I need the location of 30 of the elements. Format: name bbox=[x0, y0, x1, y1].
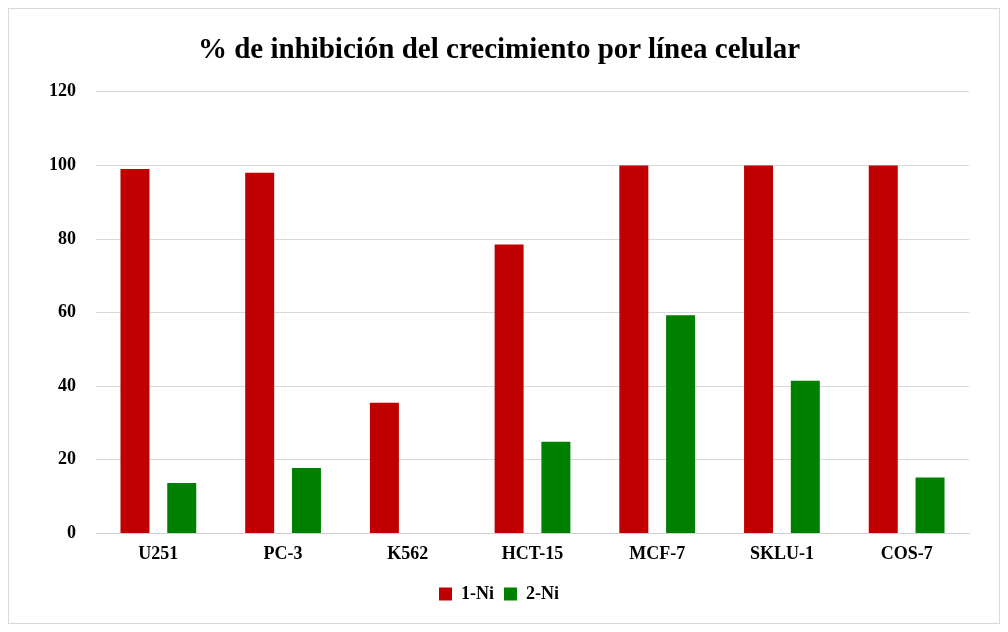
x-tick-label: SKLU-1 bbox=[749, 542, 814, 563]
bar bbox=[167, 482, 197, 533]
bar bbox=[666, 315, 696, 533]
x-tick-label: COS-7 bbox=[880, 542, 933, 563]
bar bbox=[291, 467, 321, 533]
bar bbox=[494, 244, 524, 533]
bar bbox=[120, 169, 150, 533]
y-tick-label: 0 bbox=[67, 522, 76, 543]
legend-label: 2-Ni bbox=[526, 582, 559, 603]
x-tick-label: HCT-15 bbox=[501, 542, 564, 563]
bar bbox=[790, 380, 820, 533]
chart-title: % de inhibición del crecimiento por línea celular bbox=[197, 31, 801, 64]
x-tick-label: PC-3 bbox=[263, 542, 303, 563]
x-tick-label: U251 bbox=[138, 542, 179, 563]
bar bbox=[619, 165, 649, 533]
y-tick-label: 20 bbox=[58, 448, 76, 469]
bar bbox=[915, 477, 945, 533]
y-tick-label: 120 bbox=[49, 80, 76, 101]
bar bbox=[369, 402, 399, 533]
legend-label: 1-Ni bbox=[461, 582, 495, 603]
y-tick-label: 80 bbox=[58, 227, 76, 248]
bar bbox=[541, 441, 571, 533]
y-tick-label: 60 bbox=[58, 301, 76, 322]
bar bbox=[245, 172, 275, 533]
bar bbox=[868, 165, 898, 533]
bar bbox=[744, 165, 774, 533]
y-tick-label: 100 bbox=[49, 154, 76, 175]
x-tick-label: K562 bbox=[387, 542, 429, 563]
x-tick-label: MCF-7 bbox=[629, 542, 686, 563]
y-tick-label: 40 bbox=[58, 374, 76, 395]
